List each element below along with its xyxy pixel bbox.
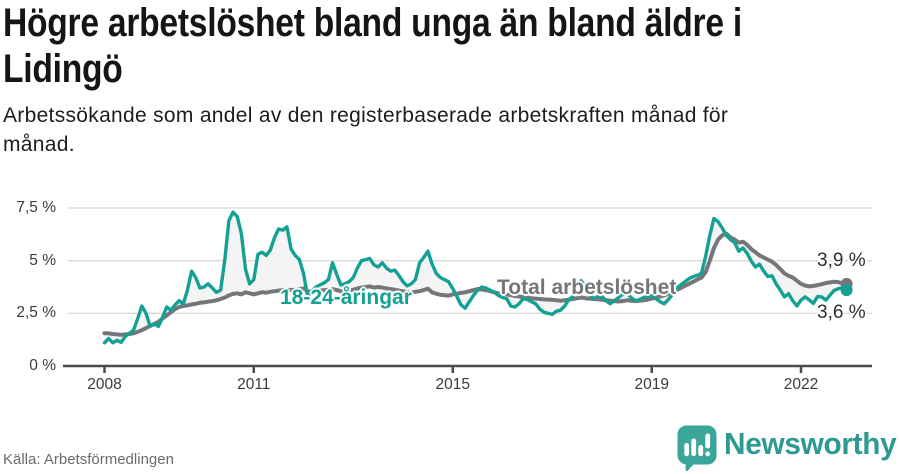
series-end-dot bbox=[840, 284, 853, 297]
x-axis-label: 2011 bbox=[237, 376, 271, 393]
end-value-label-young: 3,6 % bbox=[817, 302, 866, 323]
newsworthy-wordmark: Newsworthy bbox=[724, 426, 897, 461]
x-axis-label: 2019 bbox=[634, 376, 669, 393]
x-axis-label: 2022 bbox=[783, 376, 819, 393]
band-fill-between-series bbox=[104, 212, 847, 343]
source-attribution: Källa: Arbetsförmedlingen bbox=[3, 451, 174, 468]
y-axis-label: 5 % bbox=[29, 251, 56, 269]
line-young bbox=[102, 210, 849, 345]
y-axis-label: 2,5 % bbox=[16, 304, 56, 322]
chart-subtitle: Arbetssökande som andel av den registerb… bbox=[3, 101, 893, 159]
y-axis-label: 0 % bbox=[29, 357, 56, 374]
y-axis-label: 7,5 % bbox=[16, 198, 56, 216]
end-value-label-total: 3,9 % bbox=[817, 250, 866, 271]
newsworthy-logo: Newsworthy bbox=[676, 424, 897, 472]
newsworthy-logo-icon bbox=[677, 425, 717, 472]
series-label-total: Total arbetslöshet bbox=[497, 276, 677, 299]
plot-canvas bbox=[63, 207, 872, 373]
page-title-line-2: Lidingö bbox=[3, 47, 123, 91]
x-axis-label: 2015 bbox=[435, 376, 470, 393]
line-total bbox=[102, 231, 849, 337]
page-title-line-1: Högre arbetslöshet bland unga än bland ä… bbox=[3, 1, 742, 45]
chart-subtitle-line-1: Arbetssökande som andel av den registerb… bbox=[3, 104, 729, 127]
chart-header: Högre arbetslöshet bland unga än bland ä… bbox=[3, 0, 900, 92]
series-label-young: 18-24-åringar bbox=[280, 286, 412, 309]
chart-subtitle-line-2: månad. bbox=[3, 133, 75, 156]
x-axis-label: 2008 bbox=[87, 376, 122, 393]
